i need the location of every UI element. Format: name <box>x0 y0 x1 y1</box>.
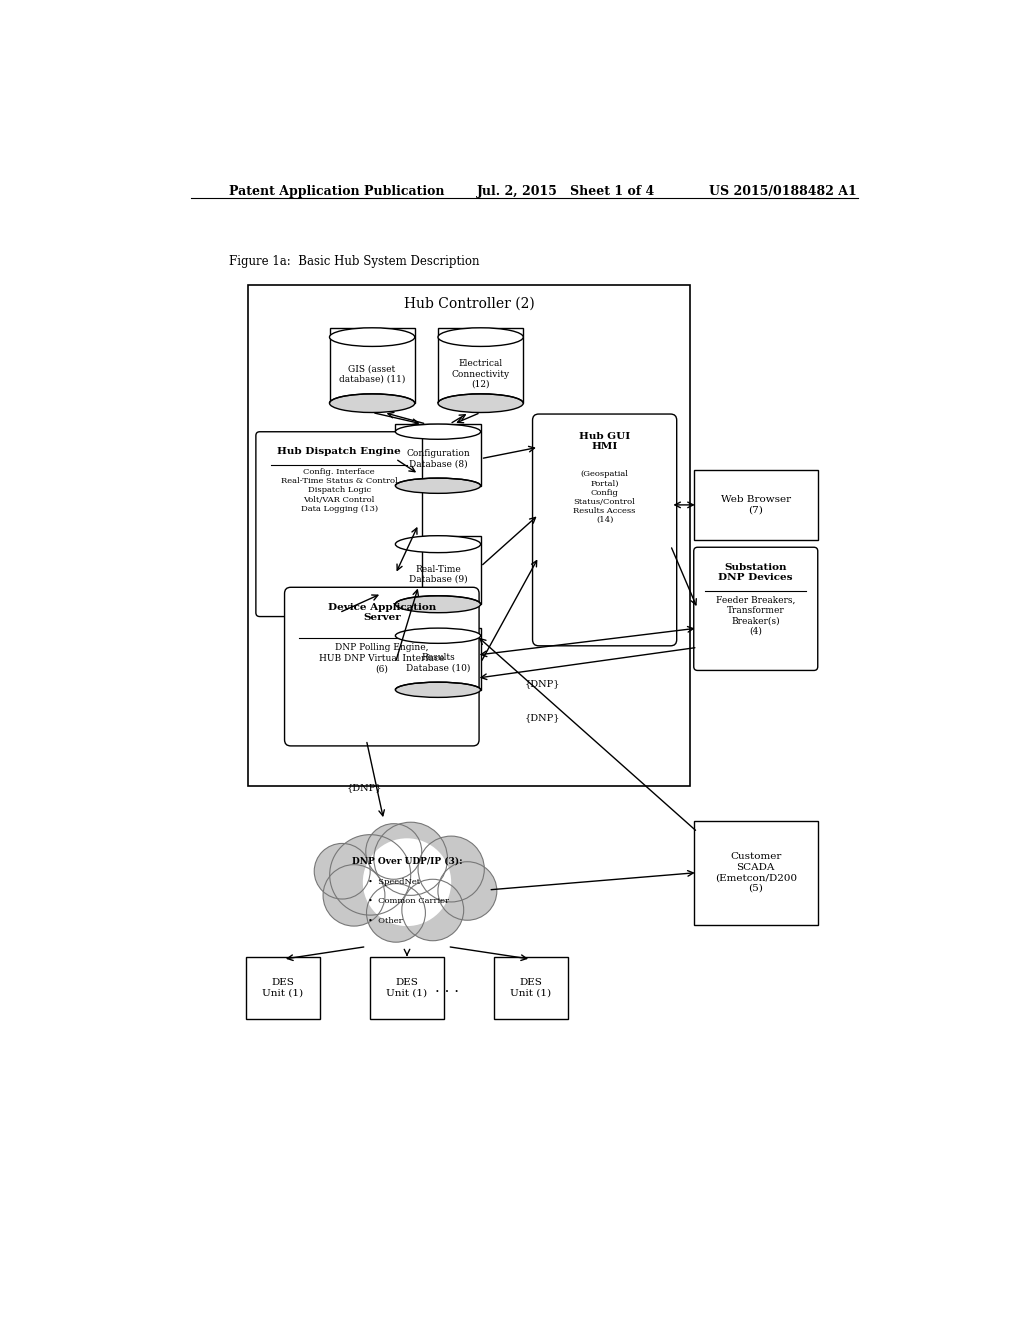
Text: DNP Polling Engine,
HUB DNP Virtual Interface
(6): DNP Polling Engine, HUB DNP Virtual Inte… <box>319 644 444 673</box>
Circle shape <box>362 838 452 927</box>
Circle shape <box>418 836 484 902</box>
Circle shape <box>314 843 371 899</box>
Text: Hub Controller (2): Hub Controller (2) <box>403 297 535 312</box>
Text: Feeder Breakers,
Transformer
Breaker(s)
(4): Feeder Breakers, Transformer Breaker(s) … <box>716 595 796 636</box>
FancyBboxPatch shape <box>370 957 444 1019</box>
Ellipse shape <box>395 682 480 697</box>
Bar <box>330 327 415 403</box>
Circle shape <box>323 865 385 927</box>
Text: •  Common Carrier: • Common Carrier <box>369 898 450 906</box>
FancyBboxPatch shape <box>693 548 818 671</box>
Text: DES
Unit (1): DES Unit (1) <box>510 978 552 998</box>
Text: Web Browser
(7): Web Browser (7) <box>721 495 791 515</box>
Bar <box>395 536 480 605</box>
Text: {DNP}: {DNP} <box>525 678 560 688</box>
Ellipse shape <box>395 424 480 440</box>
Text: US 2015/0188482 A1: US 2015/0188482 A1 <box>710 185 857 198</box>
Text: Hub GUI
HMI: Hub GUI HMI <box>579 432 630 451</box>
Circle shape <box>401 879 464 941</box>
Ellipse shape <box>438 327 523 346</box>
Text: (Geospatial
Portal)
Config
Status/Control
Results Access
(14): (Geospatial Portal) Config Status/Contro… <box>573 470 636 524</box>
Text: Jul. 2, 2015   Sheet 1 of 4: Jul. 2, 2015 Sheet 1 of 4 <box>477 185 655 198</box>
Circle shape <box>367 883 425 942</box>
FancyBboxPatch shape <box>256 432 423 616</box>
Ellipse shape <box>438 393 523 413</box>
Text: {DNP}: {DNP} <box>525 714 560 722</box>
FancyBboxPatch shape <box>494 957 568 1019</box>
Text: . . .: . . . <box>435 982 460 995</box>
Text: Real-Time
Database (9): Real-Time Database (9) <box>409 565 467 583</box>
Ellipse shape <box>395 478 480 494</box>
Circle shape <box>374 822 447 895</box>
Text: {DNP}: {DNP} <box>347 783 382 792</box>
Text: Device Application
Server: Device Application Server <box>328 603 436 622</box>
Text: Config. Interface
Real-Time Status & Control
Dispatch Logic
Volt/VAR Control
Dat: Config. Interface Real-Time Status & Con… <box>281 469 397 512</box>
FancyBboxPatch shape <box>532 414 677 645</box>
Text: •  SpeedNet: • SpeedNet <box>369 878 421 886</box>
Text: Configuration
Database (8): Configuration Database (8) <box>407 449 470 469</box>
Bar <box>395 424 480 486</box>
Text: Patent Application Publication: Patent Application Publication <box>228 185 444 198</box>
Text: Results
Database (10): Results Database (10) <box>406 653 470 672</box>
FancyBboxPatch shape <box>693 470 818 540</box>
Text: DNP Over UDP/IP (3):: DNP Over UDP/IP (3): <box>351 857 462 865</box>
Circle shape <box>330 834 411 915</box>
Text: Substation
DNP Devices: Substation DNP Devices <box>719 562 793 582</box>
FancyBboxPatch shape <box>285 587 479 746</box>
Text: DES
Unit (1): DES Unit (1) <box>262 978 303 998</box>
Text: Customer
SCADA
(Emetcon/D200
(5): Customer SCADA (Emetcon/D200 (5) <box>715 853 797 892</box>
FancyBboxPatch shape <box>248 285 690 785</box>
Ellipse shape <box>395 536 480 553</box>
Circle shape <box>366 824 422 879</box>
Text: •  Other: • Other <box>369 916 402 925</box>
FancyBboxPatch shape <box>693 821 818 924</box>
Circle shape <box>438 862 497 920</box>
Ellipse shape <box>330 393 415 413</box>
Ellipse shape <box>330 327 415 346</box>
Text: DES
Unit (1): DES Unit (1) <box>386 978 428 998</box>
Bar <box>438 327 523 403</box>
Text: GIS (asset
database) (11): GIS (asset database) (11) <box>339 364 406 384</box>
FancyBboxPatch shape <box>246 957 321 1019</box>
Text: Figure 1a:  Basic Hub System Description: Figure 1a: Basic Hub System Description <box>228 255 479 268</box>
Ellipse shape <box>395 628 480 643</box>
Bar <box>395 628 480 690</box>
Text: Electrical
Connectivity
(12): Electrical Connectivity (12) <box>452 359 510 389</box>
Text: Hub Dispatch Engine: Hub Dispatch Engine <box>278 447 401 457</box>
Ellipse shape <box>395 595 480 612</box>
